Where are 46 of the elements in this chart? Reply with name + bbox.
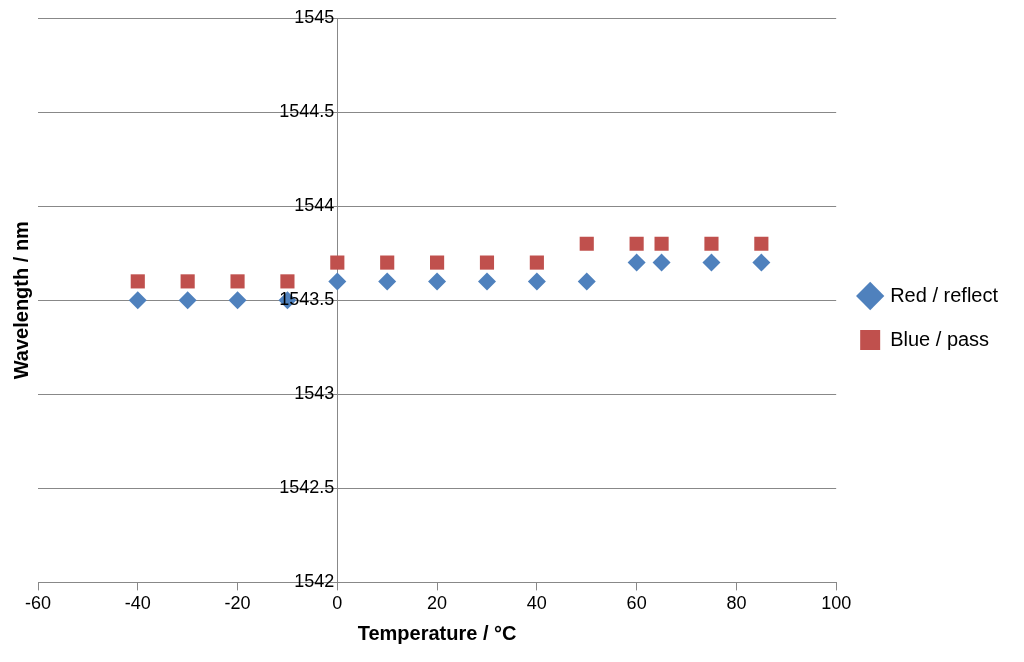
point bbox=[230, 274, 245, 289]
point bbox=[627, 253, 646, 272]
point bbox=[704, 236, 719, 251]
point bbox=[430, 255, 445, 270]
point bbox=[754, 236, 769, 251]
x-tick-label: -60 bbox=[24, 593, 52, 614]
point bbox=[752, 253, 771, 272]
x-tick-label: 80 bbox=[726, 593, 747, 614]
point bbox=[527, 272, 546, 291]
point bbox=[477, 272, 496, 291]
x-tick-label: 60 bbox=[626, 593, 647, 614]
x-tick-label: 40 bbox=[526, 593, 547, 614]
point bbox=[428, 272, 447, 291]
point bbox=[228, 291, 247, 310]
point bbox=[128, 291, 147, 310]
point bbox=[330, 255, 345, 270]
y-axis-title: Wavelength / nm bbox=[9, 221, 32, 380]
legend-label: Red / reflect bbox=[890, 283, 999, 306]
point bbox=[328, 272, 347, 291]
point bbox=[652, 253, 671, 272]
y-tick-label: 1542 bbox=[294, 571, 335, 592]
x-tick-label: -20 bbox=[224, 593, 251, 614]
y-tick-label: 1543 bbox=[294, 383, 335, 404]
point bbox=[180, 274, 195, 289]
y-tick-label: 1544 bbox=[294, 195, 335, 216]
x-tick-label: 0 bbox=[332, 593, 343, 614]
y-tick-label: 1544.5 bbox=[279, 101, 335, 122]
point bbox=[579, 236, 594, 251]
point bbox=[178, 291, 197, 310]
point bbox=[380, 255, 395, 270]
point bbox=[629, 236, 644, 251]
point bbox=[280, 274, 295, 289]
x-tick-label: 20 bbox=[427, 593, 448, 614]
y-tick-label: 1542.5 bbox=[279, 477, 335, 498]
legend-label: Blue / pass bbox=[890, 327, 990, 350]
point bbox=[529, 255, 544, 270]
y-tick-label: 1545 bbox=[294, 6, 335, 27]
x-axis-title: Temperature / °C bbox=[357, 621, 517, 644]
point bbox=[702, 253, 721, 272]
point bbox=[479, 255, 495, 270]
point bbox=[378, 272, 397, 291]
point bbox=[130, 274, 145, 289]
x-tick-label: -40 bbox=[124, 593, 151, 614]
point bbox=[654, 236, 669, 251]
x-tick-label: 100 bbox=[821, 593, 852, 614]
point bbox=[577, 272, 596, 291]
